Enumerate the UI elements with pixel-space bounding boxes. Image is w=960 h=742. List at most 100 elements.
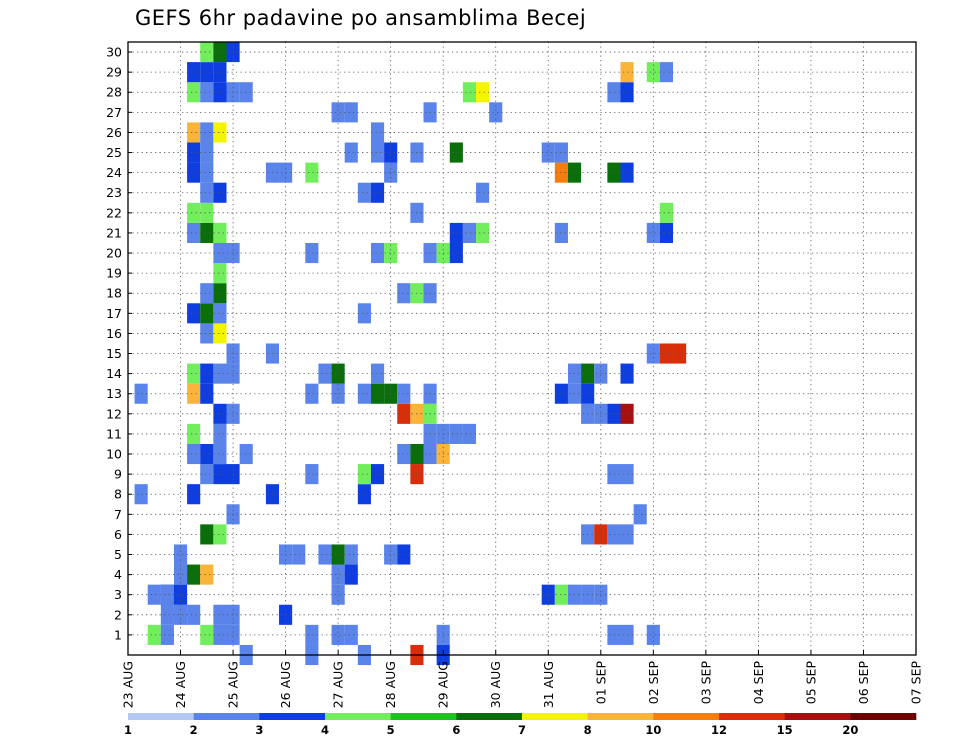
x-tick-label: 26 AUG (278, 661, 293, 708)
precip-cell (344, 564, 358, 585)
precip-cell (318, 363, 332, 384)
precip-cell (331, 363, 345, 384)
precip-cell (213, 524, 227, 545)
precip-cell (673, 343, 687, 364)
legend-swatch (653, 713, 720, 720)
precip-cell (200, 182, 214, 203)
precip-cell (305, 242, 319, 264)
precip-cell (200, 122, 214, 143)
precip-cell (173, 584, 188, 605)
precip-cell (147, 584, 161, 605)
precip-cell (384, 544, 398, 565)
x-tick-label: 30 AUG (488, 661, 503, 708)
y-tick-label: 28 (106, 85, 122, 100)
precip-cell (187, 564, 201, 585)
precip-cell (213, 604, 227, 625)
x-tick-label: 06 SEP (856, 661, 871, 705)
precip-cell (344, 624, 358, 645)
x-tick-label: 07 SEP (909, 661, 924, 705)
precip-cell (292, 544, 306, 565)
precip-cell (370, 182, 385, 203)
precip-cell (187, 142, 201, 163)
y-tick-label: 15 (106, 346, 122, 361)
x-tick-label: 24 AUG (173, 661, 188, 708)
y-tick-label: 14 (106, 366, 122, 381)
y-tick-label: 25 (106, 145, 122, 160)
legend-label: 4 (321, 723, 329, 737)
precip-cell (476, 182, 490, 203)
precip-cell (213, 222, 227, 243)
precip-cell (305, 383, 319, 404)
precip-cell (620, 363, 634, 384)
precip-cell (659, 202, 674, 223)
precip-cell (213, 82, 227, 103)
precip-cell (305, 464, 319, 485)
y-tick-label: 20 (106, 246, 122, 261)
precip-cell (357, 464, 371, 485)
precip-cell (226, 363, 240, 384)
precip-cell (646, 62, 660, 83)
precip-cell (305, 162, 319, 183)
y-tick-label: 4 (114, 567, 122, 582)
y-tick-label: 17 (106, 306, 122, 321)
y-tick-label: 27 (106, 105, 122, 120)
precip-cell (646, 624, 660, 645)
color-legend: 1 2 3 4 5 6 7 8 10 12 15 20 (124, 713, 917, 737)
y-tick-label: 10 (106, 447, 122, 462)
precip-cell (607, 162, 621, 183)
precip-cell (646, 222, 660, 243)
y-tick-label: 3 (114, 587, 122, 602)
precip-cell (620, 524, 634, 545)
precip-cell (187, 484, 201, 505)
precip-cell (449, 423, 463, 444)
precip-cell (370, 464, 385, 485)
precip-cell (554, 584, 568, 605)
precip-cell (134, 383, 148, 404)
precip-cell (213, 182, 227, 203)
precip-cell (476, 82, 490, 103)
precip-cell (187, 363, 201, 384)
y-tick-label: 19 (106, 266, 122, 281)
precip-cell (173, 564, 188, 585)
precip-cell (659, 62, 674, 83)
precip-cell (213, 443, 227, 465)
precip-cell (213, 242, 227, 264)
precip-cell (331, 544, 345, 565)
precip-cell (331, 564, 345, 585)
precip-cell (659, 343, 674, 364)
x-tick-label: 28 AUG (383, 661, 398, 708)
precip-cell (200, 202, 214, 223)
precip-cell (357, 303, 371, 324)
y-tick-label: 12 (106, 406, 122, 421)
precip-cell (213, 624, 227, 645)
y-tick-label: 11 (106, 426, 122, 441)
grid-lines (128, 42, 916, 655)
precip-cell (607, 464, 621, 485)
precip-cell (213, 263, 227, 284)
legend-swatch (325, 713, 391, 720)
precip-cell (213, 283, 227, 304)
legend-swatch (784, 713, 851, 720)
precip-cell (200, 323, 214, 344)
precip-cell (200, 443, 214, 465)
y-tick-label: 8 (114, 487, 122, 502)
precip-cell (160, 604, 174, 625)
precip-cell (226, 624, 240, 645)
legend-label: 3 (255, 723, 263, 737)
precip-cell (449, 142, 463, 163)
y-tick-label: 16 (106, 326, 122, 341)
precip-cell (187, 383, 201, 404)
legend-label: 7 (518, 723, 526, 737)
precip-cell (554, 383, 568, 404)
precip-cell (200, 464, 214, 485)
precip-cell (200, 42, 214, 63)
precip-cell (213, 363, 227, 384)
precip-cell (344, 142, 358, 163)
precip-cell (331, 102, 345, 123)
precip-cell (449, 242, 463, 264)
precip-cell (173, 544, 188, 565)
y-tick-label: 13 (106, 386, 122, 401)
legend-swatch (456, 713, 523, 720)
y-tick-label: 9 (114, 467, 122, 482)
